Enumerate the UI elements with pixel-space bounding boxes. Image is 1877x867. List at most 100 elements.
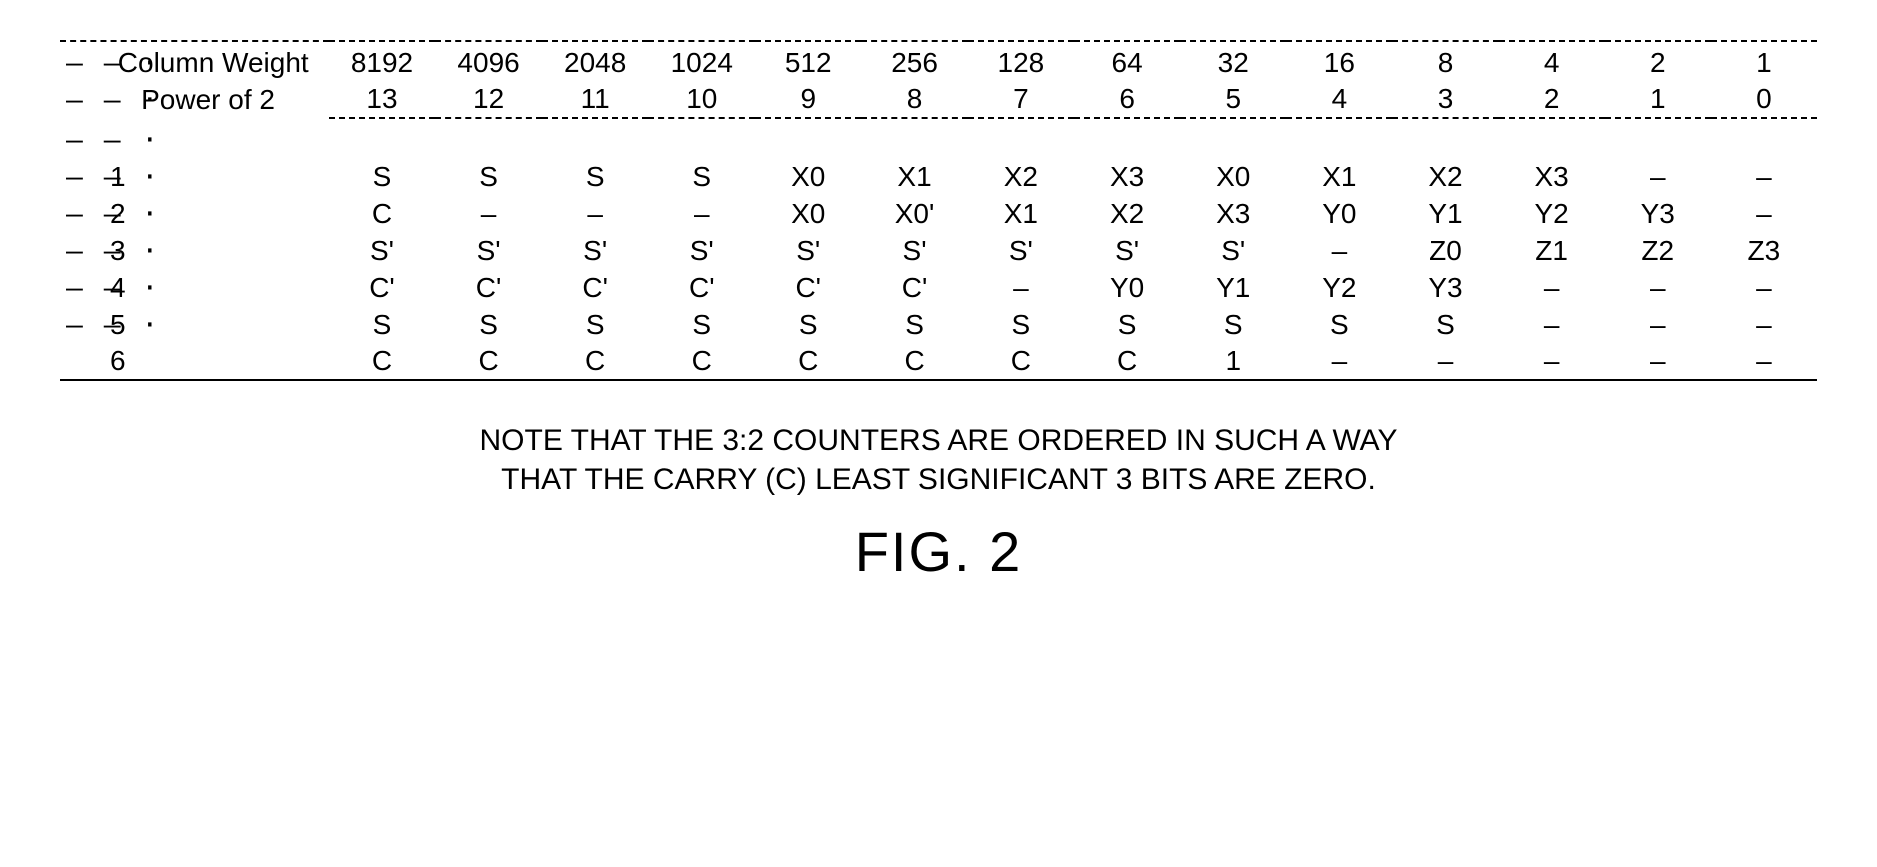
cell: – (1711, 269, 1817, 306)
cell: X3 (1499, 158, 1605, 195)
row-index: 5 (110, 309, 126, 340)
cell: X3 (1180, 195, 1286, 232)
weight-col-1: 4096 (435, 44, 542, 81)
header-label-weight: – – · Column Weight (60, 44, 329, 81)
power-col-11: 2 (1499, 81, 1605, 118)
weight-col-3: 1024 (648, 44, 755, 81)
cell: S (542, 158, 649, 195)
cell: S (1074, 306, 1180, 343)
cell: – (1605, 343, 1711, 380)
cell: S (1286, 306, 1392, 343)
cell: C (755, 343, 861, 380)
cell: X1 (861, 158, 967, 195)
cell: S' (1180, 232, 1286, 269)
weight-col-6: 128 (968, 44, 1074, 81)
row-index: 4 (110, 272, 126, 303)
cell: – (648, 195, 755, 232)
cell: C (542, 343, 649, 380)
power-col-1: 12 (435, 81, 542, 118)
caption-text: NOTE THAT THE 3:2 COUNTERS ARE ORDERED I… (60, 421, 1817, 499)
dash-prefix: – – · (66, 83, 110, 116)
cell: Y1 (1180, 269, 1286, 306)
cell: X0' (861, 195, 967, 232)
cell: S' (435, 232, 542, 269)
row-index: 6 (110, 345, 126, 376)
table-row: – – ·4 C' C' C' C' C' C' – Y0 Y1 Y2 Y3 –… (60, 269, 1817, 306)
cell: C' (648, 269, 755, 306)
cell: S (755, 306, 861, 343)
cell: C (861, 343, 967, 380)
cell: Y3 (1605, 195, 1711, 232)
power-col-12: 1 (1605, 81, 1711, 118)
cell: Y0 (1074, 269, 1180, 306)
cell: C (329, 343, 436, 380)
dash-prefix: – – · (66, 197, 110, 230)
power-col-5: 8 (861, 81, 967, 118)
cell: – (1499, 269, 1605, 306)
power-col-13: 0 (1711, 81, 1817, 118)
cell: C' (755, 269, 861, 306)
cell: – (1605, 269, 1711, 306)
cell: X0 (1180, 158, 1286, 195)
cell: Y1 (1392, 195, 1498, 232)
cell: S (435, 306, 542, 343)
cell: S' (648, 232, 755, 269)
cell: Y2 (1499, 195, 1605, 232)
cell: S (542, 306, 649, 343)
cell: S (329, 306, 436, 343)
data-table: – – · Column Weight 8192 4096 2048 1024 … (60, 40, 1817, 381)
weight-col-10: 8 (1392, 44, 1498, 81)
cell: Y0 (1286, 195, 1392, 232)
cell: – (1711, 306, 1817, 343)
cell: S' (755, 232, 861, 269)
row-index: 3 (110, 235, 126, 266)
cell: C' (861, 269, 967, 306)
cell: C (329, 195, 436, 232)
cell: – (968, 269, 1074, 306)
cell: Y2 (1286, 269, 1392, 306)
cell: S (1180, 306, 1286, 343)
cell: S' (542, 232, 649, 269)
weight-col-7: 64 (1074, 44, 1180, 81)
cell: S (861, 306, 967, 343)
cell: – (1392, 343, 1498, 380)
dash-prefix: – – · (66, 308, 110, 341)
power-col-7: 6 (1074, 81, 1180, 118)
cell: X2 (1074, 195, 1180, 232)
power-col-10: 3 (1392, 81, 1498, 118)
cell: C (1074, 343, 1180, 380)
weight-col-4: 512 (755, 44, 861, 81)
cell: S (968, 306, 1074, 343)
cell: C' (542, 269, 649, 306)
cell: Z3 (1711, 232, 1817, 269)
power-col-6: 7 (968, 81, 1074, 118)
cell: – (435, 195, 542, 232)
cell: – (1711, 343, 1817, 380)
cell: C (968, 343, 1074, 380)
table-row: – – ·2 C – – – X0 X0' X1 X2 X3 Y0 Y1 Y2 … (60, 195, 1817, 232)
pre-row-tick: – – · (60, 121, 1817, 158)
cell: C (435, 343, 542, 380)
cell: Z2 (1605, 232, 1711, 269)
cell: C (648, 343, 755, 380)
cell: X0 (755, 195, 861, 232)
dash-prefix: – – · (66, 123, 110, 156)
power-col-3: 10 (648, 81, 755, 118)
dash-prefix: – – · (66, 234, 110, 267)
cell: – (1499, 343, 1605, 380)
cell: – (1711, 195, 1817, 232)
header-row-power: – – · Power of 2 13 12 11 10 9 8 7 6 5 4… (60, 81, 1817, 118)
dash-prefix: – – · (66, 46, 110, 79)
cell: S (1392, 306, 1498, 343)
cell: Z1 (1499, 232, 1605, 269)
power-col-4: 9 (755, 81, 861, 118)
cell: X3 (1074, 158, 1180, 195)
cell: X0 (755, 158, 861, 195)
weight-col-5: 256 (861, 44, 967, 81)
cell: – (1499, 306, 1605, 343)
cell: S (648, 306, 755, 343)
cell: – (1605, 306, 1711, 343)
weight-col-8: 32 (1180, 44, 1286, 81)
bit-ordering-table: – – · Column Weight 8192 4096 2048 1024 … (60, 40, 1817, 381)
cell: 1 (1180, 343, 1286, 380)
